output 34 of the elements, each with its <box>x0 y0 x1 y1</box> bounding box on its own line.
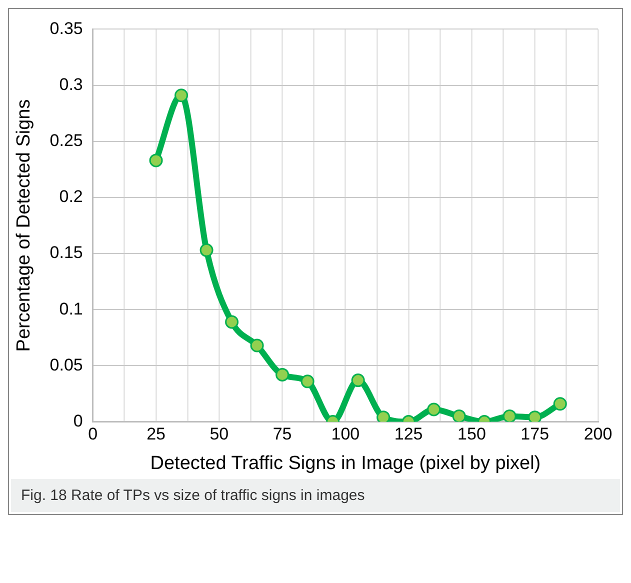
point <box>250 338 264 352</box>
y-tick-label: 0.35 <box>50 18 83 38</box>
point <box>351 374 365 388</box>
y-tick-label: 0.2 <box>59 187 83 206</box>
x-tick-label: 25 <box>146 424 166 444</box>
y-axis-title: Percentage of Detected Signs <box>14 99 35 352</box>
y-tick-label: 0.05 <box>50 355 83 374</box>
x-tick-label: 150 <box>458 424 486 444</box>
point <box>225 315 239 329</box>
x-tick-label: 0 <box>88 424 98 444</box>
point <box>174 88 188 102</box>
point <box>452 409 466 422</box>
point <box>300 374 314 388</box>
y-tick-label: 0.1 <box>59 299 83 318</box>
point <box>553 397 567 411</box>
y-tick-label: 0.25 <box>50 131 83 150</box>
x-axis-title: Detected Traffic Signs in Image (pixel by pixel) <box>150 452 541 474</box>
point <box>528 410 542 422</box>
point <box>376 410 390 422</box>
x-tick-label: 75 <box>272 424 292 444</box>
point <box>149 154 163 168</box>
x-tick-label: 125 <box>394 424 423 444</box>
x-tick-label: 200 <box>584 424 612 444</box>
y-tick-label: 0 <box>73 411 83 430</box>
point <box>427 402 441 416</box>
y-tick-label: 0.3 <box>59 74 83 94</box>
point <box>276 368 290 382</box>
x-tick-label: 50 <box>210 424 229 444</box>
point <box>200 243 214 257</box>
x-tick-label: 100 <box>331 424 360 444</box>
point <box>502 409 516 422</box>
y-tick-label: 0.15 <box>50 243 83 262</box>
caption: Fig. 18 Rate of TPs vs size of traffic signs in images <box>11 479 620 512</box>
x-tick-label: 175 <box>520 424 550 444</box>
